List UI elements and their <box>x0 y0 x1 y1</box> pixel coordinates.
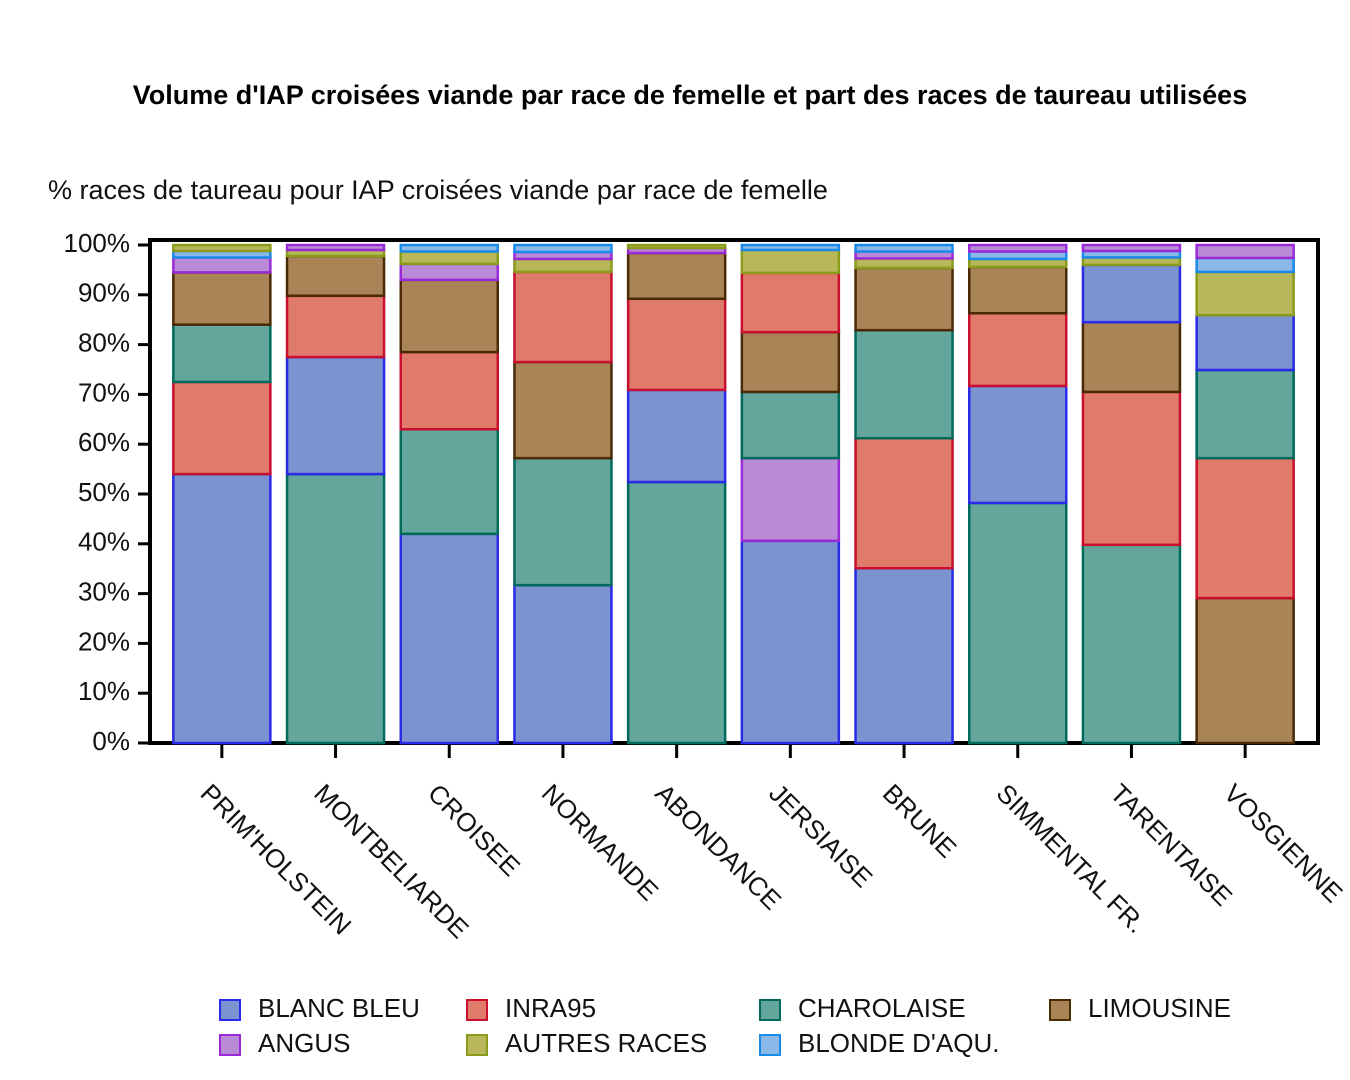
y-tick-label: 70% <box>78 377 130 407</box>
x-tick-label: JERSIAISE <box>763 778 878 893</box>
bar-segment <box>740 456 841 543</box>
bar-segment <box>172 472 272 745</box>
bar-segment <box>626 243 727 250</box>
bar-segment <box>740 248 841 275</box>
bar-segment <box>854 243 954 253</box>
bar-segment <box>1081 390 1182 547</box>
bar-segment <box>1195 243 1295 260</box>
bar-segment <box>1081 263 1182 324</box>
y-tick-label: 80% <box>78 327 130 357</box>
bar-segment <box>626 297 727 392</box>
bar-segment <box>513 456 613 587</box>
bar-segment <box>854 436 954 570</box>
legend-swatch <box>466 999 488 1021</box>
legend-label: BLONDE D'AQU. <box>798 1028 999 1058</box>
bar-segment <box>740 330 841 394</box>
bar-segment <box>285 294 386 359</box>
legend-swatch <box>759 999 781 1021</box>
bar-segment <box>740 271 841 334</box>
bar-segment <box>285 243 386 252</box>
bar-segment <box>968 384 1068 505</box>
bar-segment <box>1081 320 1182 394</box>
legend-label: BLANC BLEU <box>258 993 420 1023</box>
bar-segment <box>513 270 613 364</box>
bar-segment <box>399 350 499 431</box>
bar-segment <box>968 501 1068 745</box>
bar-segment <box>399 278 499 354</box>
legend-label: INRA95 <box>505 993 596 1023</box>
bar-segment <box>399 243 499 253</box>
bar-segment <box>172 380 272 476</box>
y-tick-label: 50% <box>78 477 130 507</box>
bar-segment <box>285 472 386 745</box>
bar-segment <box>1195 596 1295 745</box>
bar-segment <box>626 388 727 484</box>
y-tick-label: 30% <box>78 576 130 606</box>
bar-segment <box>1081 543 1182 745</box>
bar-segment <box>513 360 613 460</box>
x-tick-label: CROISEE <box>422 778 526 882</box>
x-tick-label: BRUNE <box>877 778 963 864</box>
plot-frame <box>148 238 1320 745</box>
chart-title: Volume d'IAP croisées viande par race de… <box>132 80 1248 110</box>
bar-segment <box>1195 313 1295 372</box>
bar-segment <box>968 243 1068 253</box>
bar-segment <box>968 265 1068 315</box>
bar-segment <box>172 323 272 384</box>
y-tick-label: 20% <box>78 626 130 656</box>
y-tick-label: 10% <box>78 676 130 706</box>
bar-segment <box>1195 270 1295 317</box>
bar-segment <box>740 539 841 745</box>
chart-subtitle: % races de taureau pour IAP croisées via… <box>48 175 828 205</box>
bar-segment <box>399 532 499 745</box>
bar-segment <box>854 328 954 440</box>
bar-segment <box>399 428 499 536</box>
bar-segment <box>740 390 841 460</box>
bar-segment <box>968 311 1068 388</box>
bar-segment <box>285 254 386 298</box>
bar-segment <box>172 271 272 326</box>
legend-swatch <box>1049 999 1071 1021</box>
bar-segment <box>626 480 727 745</box>
x-tick-label: NORMANDE <box>536 778 664 906</box>
bar-segment <box>854 257 954 270</box>
y-tick-label: 90% <box>78 278 130 308</box>
bar-segment <box>172 243 272 253</box>
bar-segment <box>1195 368 1295 460</box>
legend-swatch <box>219 999 241 1021</box>
y-tick-label: 60% <box>78 427 130 457</box>
legend-label: AUTRES RACES <box>505 1028 707 1058</box>
bar-segment <box>399 250 499 266</box>
y-tick-label: 100% <box>64 228 131 258</box>
bar-segment <box>172 256 272 274</box>
bar-segment <box>626 251 727 301</box>
legend-label: CHAROLAISE <box>798 993 966 1023</box>
legend-label: LIMOUSINE <box>1088 993 1231 1023</box>
bar-segment <box>285 355 386 476</box>
bar-segment <box>854 566 954 745</box>
legend-swatch <box>466 1034 488 1056</box>
bar-segment <box>1195 456 1295 600</box>
bar-segment <box>854 266 954 332</box>
legend-label: ANGUS <box>258 1028 350 1058</box>
bar-segment <box>513 583 613 745</box>
y-tick-label: 0% <box>92 726 130 756</box>
bar-segment <box>513 243 613 254</box>
bar-segment <box>740 243 841 252</box>
legend-swatch <box>759 1034 781 1056</box>
y-tick-label: 40% <box>78 527 130 557</box>
bar-segment <box>399 262 499 282</box>
legend-swatch <box>219 1034 241 1056</box>
bar-segment <box>1195 256 1295 274</box>
bar-segment <box>1081 243 1182 253</box>
bar-segment <box>513 257 613 274</box>
